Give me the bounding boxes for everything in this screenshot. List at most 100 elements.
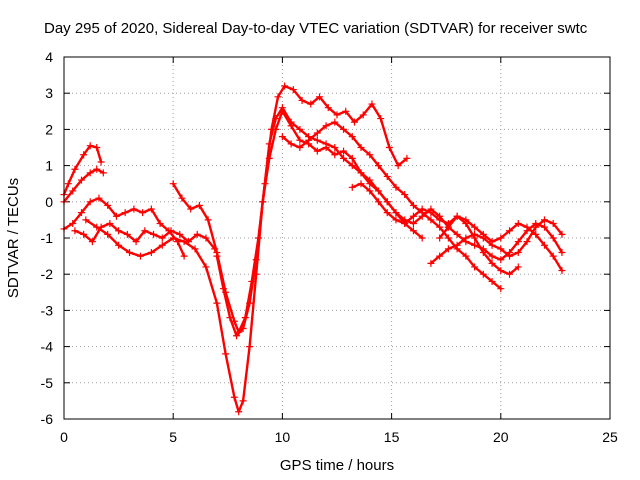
data-point [342, 107, 350, 115]
series-track-8 [278, 118, 505, 293]
data-point [115, 227, 123, 235]
data-point [427, 216, 435, 224]
data-point [95, 194, 103, 202]
data-point [112, 212, 120, 220]
data-point [357, 144, 365, 151]
data-point [169, 180, 177, 188]
data-point [558, 230, 566, 238]
axis-ticks [63, 56, 611, 420]
data-point [409, 220, 417, 228]
data-point [296, 125, 304, 133]
data-point [331, 151, 339, 159]
data-point [132, 238, 140, 246]
data-point [104, 201, 112, 209]
y-tick-label: 3 [45, 85, 53, 101]
data-point [497, 234, 505, 242]
data-point [462, 220, 470, 228]
series-line [438, 215, 520, 276]
data-point [239, 397, 247, 405]
data-point [377, 115, 385, 123]
y-tick-label: -5 [41, 375, 54, 391]
x-tick-label: 15 [384, 429, 400, 445]
series-line [429, 218, 564, 265]
data-point [296, 136, 304, 144]
data-point [427, 259, 435, 267]
data-point [348, 162, 356, 170]
x-tick-label: 10 [275, 429, 291, 445]
data-point [213, 299, 221, 307]
data-point [82, 216, 90, 224]
data-point [213, 252, 221, 260]
data-point [235, 408, 243, 416]
series-track-10 [427, 216, 566, 267]
data-point [322, 122, 330, 130]
data-point [178, 194, 186, 202]
data-point [488, 252, 496, 260]
data-point [436, 252, 444, 260]
data-point [374, 187, 382, 195]
data-point [540, 223, 548, 231]
data-point [222, 350, 230, 358]
data-point [167, 227, 175, 235]
data-point [532, 230, 540, 238]
data-point [123, 230, 131, 238]
data-point [176, 230, 184, 238]
data-point [204, 216, 212, 224]
data-point [427, 209, 435, 217]
data-point [69, 187, 77, 195]
data-point [357, 169, 365, 177]
data-point [471, 263, 479, 271]
series-track-5 [82, 104, 566, 416]
data-point [462, 252, 470, 260]
data-point [246, 343, 254, 351]
data-point [298, 96, 306, 104]
data-point [226, 314, 234, 322]
y-tick-label: -1 [41, 230, 54, 246]
data-point [506, 270, 514, 278]
data-point [331, 118, 339, 126]
data-point [436, 234, 444, 242]
data-point [488, 277, 496, 285]
data-point [558, 248, 566, 256]
data-point [403, 154, 411, 162]
data-point [471, 241, 479, 249]
data-point [479, 248, 487, 256]
data-point [392, 209, 400, 217]
data-point [71, 165, 79, 173]
data-point [139, 209, 147, 217]
data-point [368, 100, 376, 108]
data-point [453, 241, 461, 249]
data-point [383, 209, 391, 217]
data-point [350, 118, 358, 126]
x-tick-label: 0 [60, 429, 68, 445]
series-track-6 [169, 82, 411, 336]
series-track-11 [436, 212, 522, 278]
data-point [488, 259, 496, 267]
data-point [272, 125, 280, 133]
data-point [514, 263, 522, 271]
data-point [93, 144, 101, 151]
data-point [418, 234, 426, 242]
data-point [195, 201, 203, 209]
data-point [191, 245, 199, 253]
data-point [357, 180, 365, 188]
x-axis-label: GPS time / hours [280, 457, 394, 474]
data-point [93, 165, 101, 173]
data-point [305, 136, 313, 144]
y-axis-label: SDTVAR / TECUs [5, 178, 22, 298]
data-point [409, 227, 417, 235]
data-point [106, 220, 114, 228]
data-point [193, 230, 201, 238]
data-point [471, 223, 479, 231]
data-point [401, 191, 409, 199]
series-track-3 [60, 194, 188, 260]
data-point [497, 267, 505, 275]
data-point [506, 227, 514, 235]
data-point [374, 198, 382, 206]
data-point [287, 140, 295, 148]
data-point [86, 198, 94, 206]
data-point [169, 234, 177, 242]
x-tick-label: 25 [602, 429, 618, 445]
data-point [307, 100, 315, 108]
